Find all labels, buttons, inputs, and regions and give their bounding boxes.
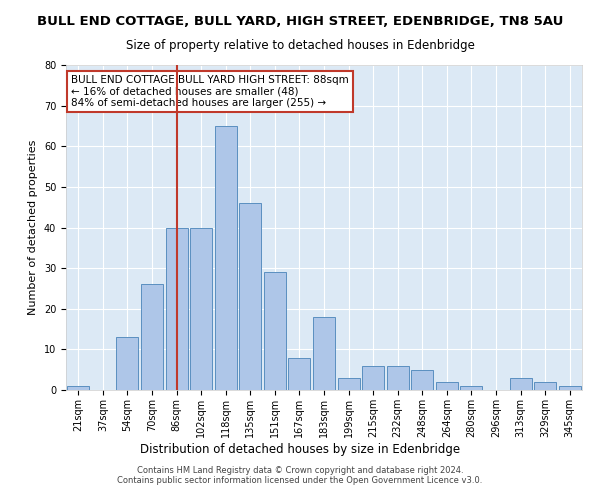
- Text: Size of property relative to detached houses in Edenbridge: Size of property relative to detached ho…: [125, 39, 475, 52]
- Bar: [313, 317, 335, 390]
- Y-axis label: Number of detached properties: Number of detached properties: [28, 140, 38, 315]
- Bar: [190, 228, 212, 390]
- Bar: [116, 337, 139, 390]
- Bar: [338, 378, 359, 390]
- Bar: [215, 126, 237, 390]
- Bar: [411, 370, 433, 390]
- Bar: [166, 228, 188, 390]
- Bar: [509, 378, 532, 390]
- Text: Contains HM Land Registry data © Crown copyright and database right 2024.
Contai: Contains HM Land Registry data © Crown c…: [118, 466, 482, 485]
- Text: BULL END COTTAGE, BULL YARD, HIGH STREET, EDENBRIDGE, TN8 5AU: BULL END COTTAGE, BULL YARD, HIGH STREET…: [37, 15, 563, 28]
- Bar: [559, 386, 581, 390]
- Bar: [67, 386, 89, 390]
- Bar: [289, 358, 310, 390]
- Bar: [460, 386, 482, 390]
- Bar: [436, 382, 458, 390]
- Bar: [141, 284, 163, 390]
- Text: BULL END COTTAGE BULL YARD HIGH STREET: 88sqm
← 16% of detached houses are small: BULL END COTTAGE BULL YARD HIGH STREET: …: [71, 74, 349, 108]
- Text: Distribution of detached houses by size in Edenbridge: Distribution of detached houses by size …: [140, 442, 460, 456]
- Bar: [386, 366, 409, 390]
- Bar: [264, 272, 286, 390]
- Bar: [534, 382, 556, 390]
- Bar: [362, 366, 384, 390]
- Bar: [239, 203, 262, 390]
